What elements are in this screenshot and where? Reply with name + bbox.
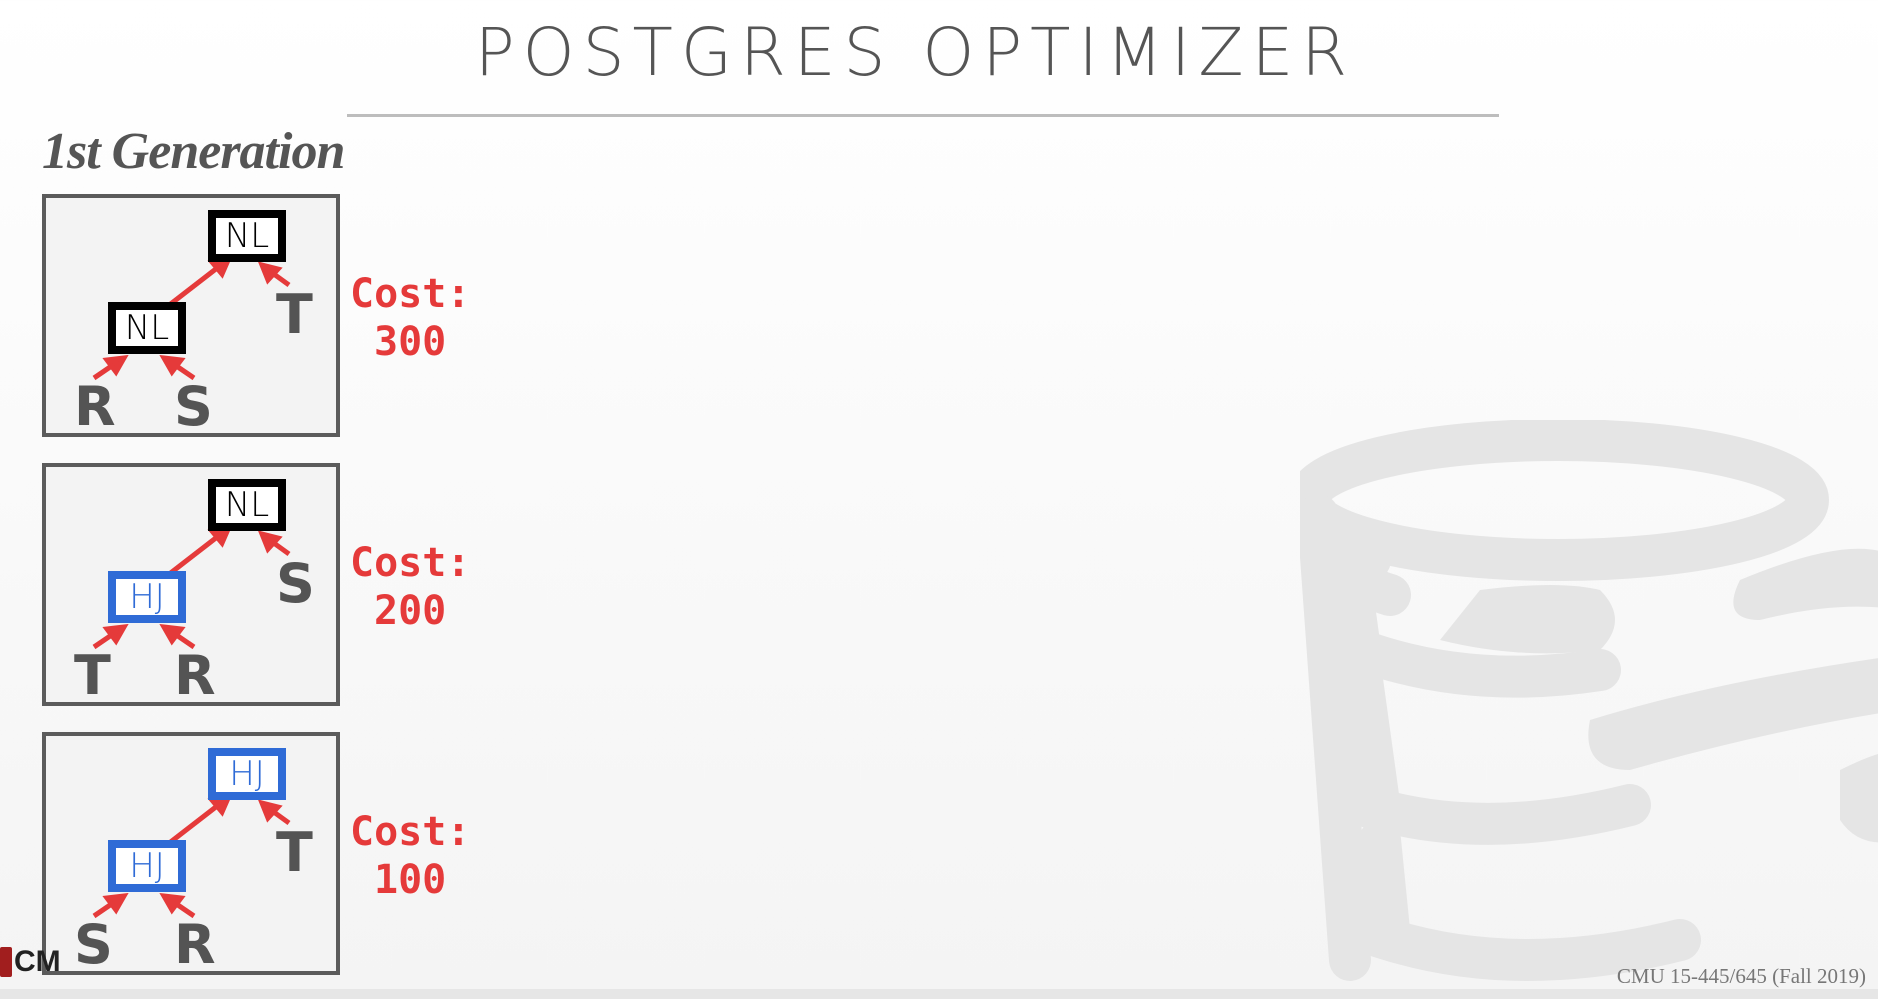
slide-subtitle: 1st Generation [42, 122, 344, 181]
title-divider [347, 114, 1499, 117]
bottom-strip [0, 989, 1878, 999]
cost-value: 100 [350, 856, 470, 904]
cost-label: Cost: [350, 540, 470, 586]
nested-loop-join-node: NL [208, 210, 286, 262]
table-leaf: R [174, 918, 216, 972]
cost-label: Cost: [350, 271, 470, 317]
database-cylinder-icon [1300, 420, 1878, 990]
table-leaf: S [276, 557, 315, 611]
table-leaf: S [74, 918, 113, 972]
nested-loop-join-node: NL [108, 302, 186, 354]
plan-2-cost: Cost: 200 [350, 539, 470, 635]
plan-3-cost: Cost: 100 [350, 808, 470, 904]
slide-title: POSTGRES OPTIMIZER [0, 14, 1830, 91]
nested-loop-join-node: NL [208, 479, 286, 531]
cost-label: Cost: [350, 809, 470, 855]
table-leaf: T [74, 649, 111, 703]
table-leaf: S [174, 380, 213, 434]
table-leaf: T [276, 826, 313, 880]
hash-join-node: HJ [208, 748, 286, 800]
database-icon [0, 947, 12, 977]
table-leaf: R [74, 380, 116, 434]
query-plan-1: NL NL T R S [42, 194, 340, 437]
table-leaf: R [174, 649, 216, 703]
cmu-db-logo: CM [0, 945, 61, 979]
table-leaf: T [276, 288, 313, 342]
hash-join-node: HJ [108, 840, 186, 892]
cost-value: 200 [350, 587, 470, 635]
hash-join-node: HJ [108, 571, 186, 623]
course-footer: CMU 15-445/645 (Fall 2019) [1617, 964, 1866, 989]
query-plan-2: NL HJ S T R [42, 463, 340, 706]
cost-value: 300 [350, 318, 470, 366]
query-plan-3: HJ HJ T S R [42, 732, 340, 975]
logo-text: CM [14, 945, 61, 979]
plan-1-cost: Cost: 300 [350, 270, 470, 366]
